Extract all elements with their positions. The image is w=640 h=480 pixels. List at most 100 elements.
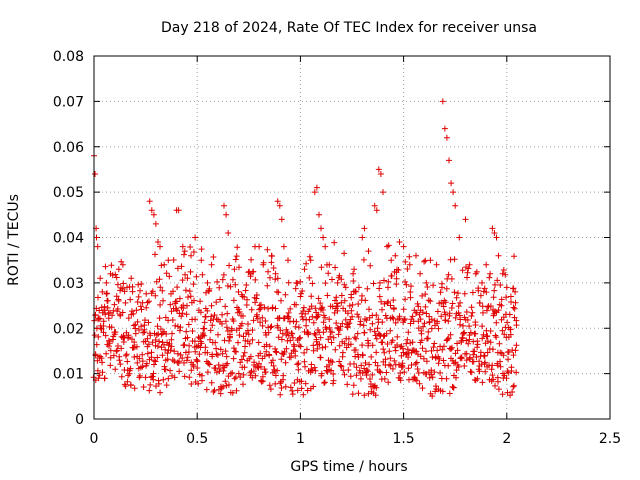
data-point [309,280,316,287]
data-point [266,382,273,389]
data-point [400,349,407,356]
data-point [101,307,108,314]
data-point [131,339,138,346]
data-point [184,302,190,309]
data-point [103,350,110,357]
data-point [334,303,341,310]
data-point [370,280,377,287]
data-point [461,290,468,297]
data-point [174,323,181,330]
data-point [369,342,376,349]
data-point [194,365,201,371]
data-point [94,367,101,374]
data-point [338,292,345,299]
data-point [300,304,307,311]
data-point [483,289,490,296]
data-point [216,284,223,291]
data-point [445,318,452,325]
data-point [362,297,369,304]
data-point [457,299,464,306]
data-point [319,344,326,351]
data-point [388,257,395,264]
data-point [217,366,223,372]
data-point [446,157,452,164]
data-point [201,332,208,339]
data-point [259,322,266,329]
data-point [454,347,461,354]
data-point [174,284,181,291]
data-point [405,329,412,336]
data-point [303,260,310,267]
data-point [489,346,496,353]
data-point [102,311,109,318]
data-point [330,377,337,384]
data-point [249,374,256,381]
data-point [144,350,151,357]
data-point [400,306,407,313]
data-point [137,372,143,379]
data-point [157,326,164,333]
data-point [302,380,309,387]
data-point [310,347,317,354]
data-point [168,336,175,343]
data-point [337,362,344,369]
data-point [186,342,193,349]
data-point [487,303,494,310]
data-point [425,297,432,304]
data-point [268,323,275,330]
data-point [419,309,426,316]
data-point [177,351,184,358]
data-point [490,376,497,383]
data-point [429,393,436,400]
data-point [240,333,247,340]
data-point [406,253,413,260]
data-point [154,323,161,330]
data-point [393,281,400,288]
data-point [397,377,404,384]
data-point [373,312,380,319]
data-point [125,335,131,341]
data-point [253,292,260,298]
data-point [213,345,220,352]
data-point [466,323,473,330]
data-point [487,270,494,277]
data-point [197,298,204,305]
data-point [325,270,332,277]
data-point [501,331,508,338]
data-point [115,297,122,304]
data-point [312,331,319,338]
y-tick-label: 0.07 [53,94,84,110]
data-point [499,270,506,277]
data-point [295,324,302,331]
data-point [503,294,510,301]
data-point [423,279,430,286]
data-point [213,351,220,358]
data-point [185,321,192,328]
data-point [334,300,340,307]
data-point [287,305,294,312]
data-point [236,332,243,339]
data-point [481,353,488,359]
data-point [320,329,327,336]
data-point [167,301,174,308]
data-point [361,329,368,336]
data-point [139,358,146,365]
data-point [497,358,503,365]
data-point [452,314,459,321]
data-point [101,375,108,382]
data-point [208,379,215,386]
data-point [104,290,110,297]
data-point [500,352,507,359]
data-point [455,309,462,316]
data-point [155,380,162,387]
data-point [232,281,239,288]
data-point [342,284,349,291]
data-point [298,378,305,385]
data-point [373,335,380,342]
data-point [102,332,109,339]
x-tick-label: 0 [90,431,99,447]
data-point [179,277,186,284]
data-point [474,375,481,382]
data-point [282,359,289,366]
data-point [438,280,445,287]
